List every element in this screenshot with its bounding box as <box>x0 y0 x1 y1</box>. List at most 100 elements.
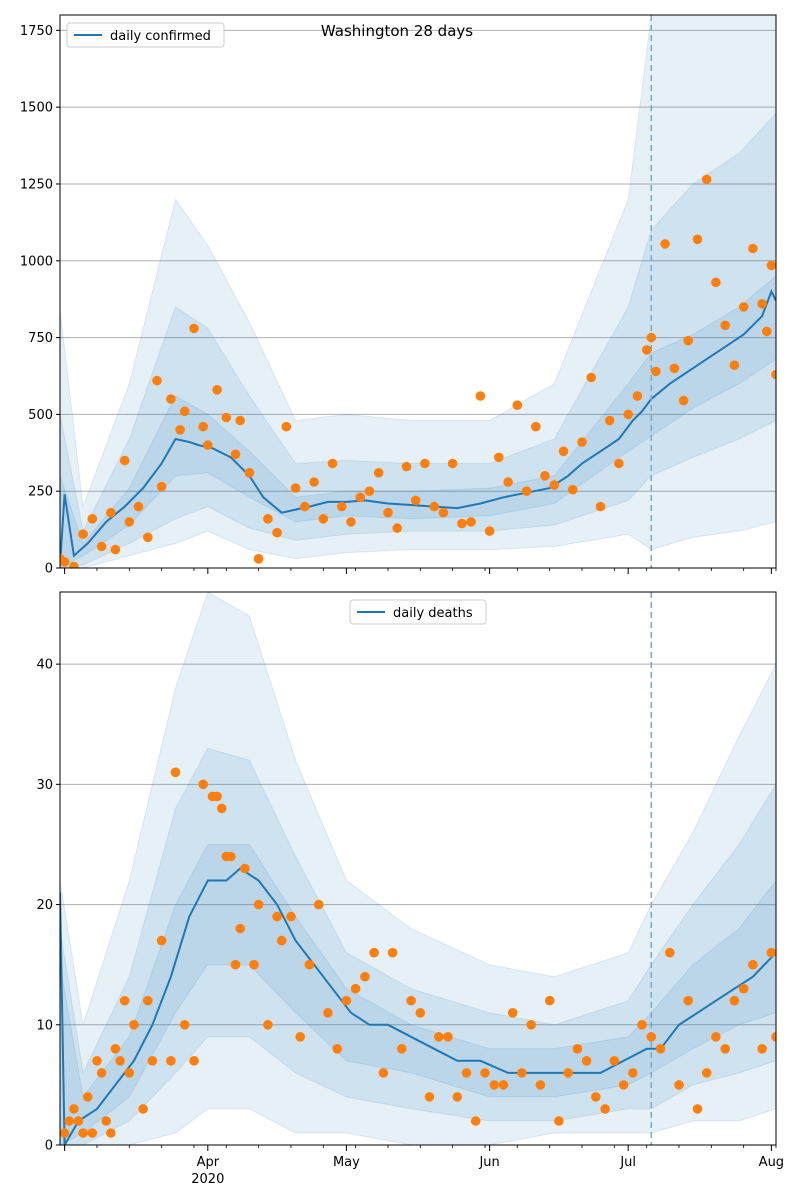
observed-point <box>683 995 693 1006</box>
observed-point <box>272 527 282 538</box>
observed-point <box>406 995 416 1006</box>
observed-point <box>766 260 776 271</box>
observed-point <box>475 391 486 401</box>
y-tick-label: 20 <box>36 898 53 913</box>
y-tick-label: 1500 <box>20 101 53 116</box>
observed-point <box>577 437 587 447</box>
observed-point <box>748 959 758 970</box>
observed-point <box>364 486 375 497</box>
y-tick-label: 0 <box>45 1139 53 1154</box>
observed-point <box>263 514 273 524</box>
observed-point <box>240 863 250 874</box>
observed-point <box>489 1080 500 1090</box>
legend-box <box>66 22 225 48</box>
y-tick-label: 250 <box>28 485 53 500</box>
observed-point <box>78 529 88 539</box>
observed-point <box>720 1044 730 1054</box>
observed-point <box>263 1020 273 1030</box>
observed-point <box>106 1128 116 1138</box>
fit-line <box>60 289 776 565</box>
observed-point <box>281 421 292 432</box>
observed-point <box>341 995 352 1006</box>
observed-point <box>221 412 232 423</box>
observed-point <box>313 899 324 910</box>
observed-point <box>106 507 116 518</box>
observed-point <box>369 947 379 958</box>
observed-point <box>637 1020 647 1030</box>
observed-point <box>73 1116 84 1126</box>
x-tick-label: Jul <box>619 1155 636 1170</box>
observed-point <box>179 1020 190 1030</box>
observed-point <box>300 501 310 512</box>
y-tick-label: 30 <box>36 778 53 793</box>
observed-point <box>651 366 661 377</box>
observed-point <box>572 1044 583 1054</box>
legend-box <box>349 599 487 625</box>
observed-point <box>230 449 241 460</box>
observed-point <box>632 391 643 401</box>
observed-point <box>355 492 366 503</box>
x-tick-sublabel: 2020 <box>191 1172 224 1187</box>
uncertainty-band-0 <box>60 15 776 568</box>
observed-point <box>387 947 398 958</box>
x-tick-label: Aug <box>759 1155 784 1170</box>
observed-point <box>563 1068 573 1078</box>
x-tick-label: May <box>333 1155 360 1170</box>
observed-point <box>179 406 190 417</box>
observed-point <box>535 1080 546 1090</box>
observed-point <box>646 332 657 343</box>
observed-point <box>304 959 315 970</box>
legend: daily deaths <box>349 599 487 625</box>
observed-point <box>147 1056 158 1066</box>
observed-point <box>401 461 412 472</box>
observed-point <box>87 1128 98 1138</box>
observed-point <box>660 239 670 249</box>
observed-point <box>397 1044 407 1054</box>
observed-point <box>156 481 167 492</box>
observed-point <box>69 561 79 568</box>
y-tick-label: 0 <box>45 562 53 577</box>
observed-point <box>87 514 98 524</box>
observed-point <box>60 557 70 567</box>
observed-point <box>189 323 199 334</box>
y-tick-label: 40 <box>36 658 53 673</box>
observed-point <box>272 911 282 922</box>
observed-point <box>646 1032 657 1042</box>
observed-point <box>110 544 121 555</box>
observed-point <box>203 440 213 450</box>
observed-point <box>143 995 153 1006</box>
observed-point <box>249 959 259 970</box>
observed-point <box>244 468 255 478</box>
plot-frame <box>59 14 777 569</box>
observed-point <box>762 326 772 337</box>
y-tick-label: 500 <box>28 408 53 423</box>
observed-point <box>729 995 740 1006</box>
observed-point <box>119 995 130 1006</box>
y-tick-label: 1250 <box>20 177 53 192</box>
y-tick-label: 1000 <box>20 254 53 269</box>
observed-point <box>152 375 162 386</box>
plot-area <box>60 592 776 1145</box>
observed-point <box>119 455 130 466</box>
plot-area <box>60 15 776 568</box>
observed-point <box>614 458 624 469</box>
observed-point <box>230 959 241 970</box>
plot-frame <box>59 591 777 1146</box>
observed-point <box>470 1116 481 1126</box>
observed-point <box>738 302 749 312</box>
observed-point <box>166 1056 176 1066</box>
x-tick-label: Jun <box>478 1155 499 1170</box>
observed-point <box>373 468 384 478</box>
observed-point <box>503 477 513 487</box>
observed-point <box>318 514 329 524</box>
observed-point <box>591 1092 601 1102</box>
observed-point <box>558 446 569 457</box>
observed-point <box>641 345 652 355</box>
observed-point <box>253 899 264 910</box>
observed-point <box>175 425 185 435</box>
observed-point <box>170 767 181 778</box>
observed-point <box>766 947 776 958</box>
observed-point <box>82 1092 93 1102</box>
observed-point <box>415 1008 426 1018</box>
observed-point <box>212 791 222 802</box>
